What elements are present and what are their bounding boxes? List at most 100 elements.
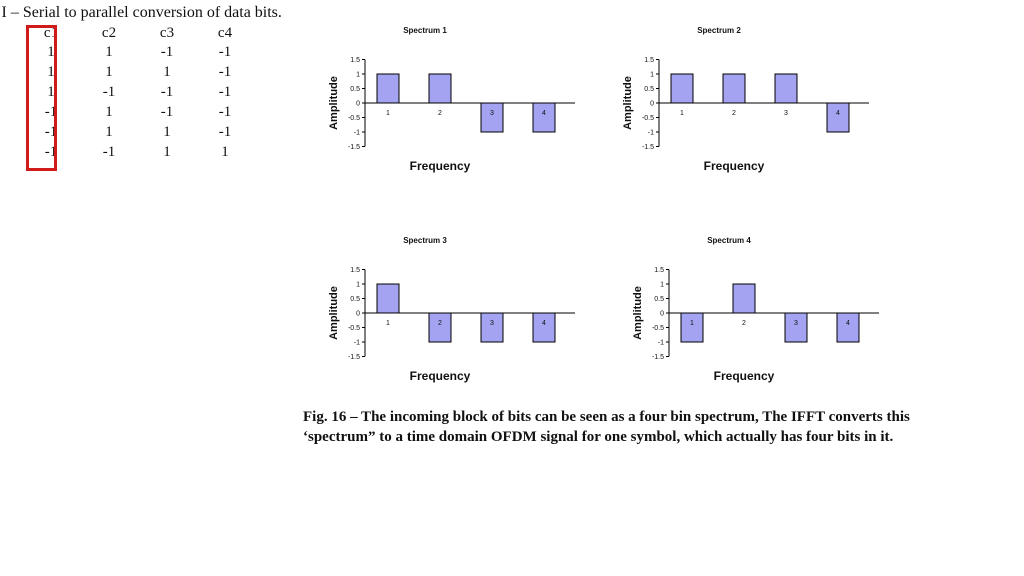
y-tick-label: -1 [648, 130, 654, 137]
table-cell: -1 [218, 64, 232, 80]
figure-caption-line-2: ‘spectrum” to a time domain OFDM signal … [303, 429, 894, 445]
chart-title: Spectrum 3 [403, 236, 447, 245]
x-tick-label: 4 [846, 320, 850, 327]
table-cell: -1 [160, 84, 174, 100]
x-tick-label: 2 [438, 110, 442, 117]
y-tick-label: -1 [658, 340, 664, 347]
x-tick-label: 4 [542, 320, 546, 327]
x-tick-label: 1 [386, 320, 390, 327]
x-tick-label: 3 [794, 320, 798, 327]
spectrum-chart-svg: Spectrum 4 1.5 1 0.5 0 -0.5 -1 -1.5 1 2 3 4 Frequenc… [632, 236, 879, 383]
y-tick-label: -1.5 [348, 144, 360, 151]
bar-3 [480, 102, 504, 133]
y-tick-label: 1.5 [644, 57, 654, 64]
x-axis-label: Frequency [704, 159, 765, 173]
table-cell: 1 [47, 44, 55, 60]
bar-2 [732, 283, 756, 314]
y-tick-label: 0.5 [350, 86, 360, 93]
spectrum-chart-svg: Spectrum 1 1.5 1 0.5 0 -0.5 -1 -1.5 1 2 3 4 Frequenc… [328, 26, 575, 173]
x-axis-label: Frequency [410, 369, 471, 383]
bar-4 [836, 312, 860, 343]
table-cell: -1 [102, 84, 116, 100]
y-tick-label: 0.5 [654, 296, 664, 303]
x-tick-label: 2 [438, 320, 442, 327]
y-tick-label: 0 [356, 101, 360, 108]
table-cell: 1 [47, 84, 55, 100]
bar-2 [722, 73, 746, 104]
bar-2 [428, 73, 452, 104]
bar-1 [376, 283, 400, 314]
table-row: 1 1 -1 -1 [22, 42, 254, 62]
x-tick-label: 4 [542, 110, 546, 117]
y-tick-label: 0.5 [644, 86, 654, 93]
table-cell: -1 [160, 44, 174, 60]
x-tick-label: 3 [784, 110, 788, 117]
y-tick-label: 1.5 [350, 267, 360, 274]
table-cell: -1 [218, 104, 232, 120]
spectrum-chart-svg: Spectrum 2 1.5 1 0.5 0 -0.5 -1 -1.5 1 2 3 4 Frequenc… [622, 26, 869, 173]
y-tick-label: -1.5 [652, 354, 664, 361]
chart-title: Spectrum 2 [697, 26, 741, 35]
x-axis-label: Frequency [714, 369, 775, 383]
y-tick-label: -0.5 [348, 325, 360, 332]
chart-title: Spectrum 4 [707, 236, 751, 245]
y-tick-label: 1.5 [654, 267, 664, 274]
y-tick-label: 0 [356, 311, 360, 318]
bar-4 [826, 102, 850, 133]
y-tick-label: -1.5 [642, 144, 654, 151]
x-tick-label: 1 [690, 320, 694, 327]
y-tick-label: 1 [650, 72, 654, 79]
table-cell: 1 [163, 144, 171, 160]
x-tick-label: 2 [732, 110, 736, 117]
bar-4 [532, 102, 556, 133]
table-cell: 1 [105, 44, 113, 60]
x-tick-label: 3 [490, 320, 494, 327]
spectrum-2-chart: Spectrum 2 1.5 1 0.5 0 -0.5 -1 -1.5 1 2 3 4 Frequenc… [614, 18, 884, 188]
table-cell: 1 [47, 64, 55, 80]
bar-1 [670, 73, 694, 104]
bar-2 [428, 312, 452, 343]
x-tick-label: 2 [742, 320, 746, 327]
table-header-row: c1 c2 c3 c4 [22, 24, 254, 42]
y-tick-label: -1 [354, 340, 360, 347]
y-tick-label: -1 [354, 130, 360, 137]
column-header-c3: c3 [159, 25, 175, 41]
column-header-c2: c2 [101, 25, 117, 41]
y-tick-label: 0 [650, 101, 654, 108]
table-cell: -1 [218, 84, 232, 100]
spectrum-1-chart: Spectrum 1 1.5 1 0.5 0 -0.5 -1 -1.5 1 2 3 4 Frequenc… [320, 18, 590, 188]
x-tick-label: 1 [386, 110, 390, 117]
table-cell: 1 [105, 64, 113, 80]
column-c1-highlight-box [26, 25, 57, 171]
data-bits-table: c1 c2 c3 c4 1 1 -1 -1 1 1 1 -1 1 -1 -1 -… [22, 24, 254, 162]
table-row: 1 1 1 -1 [22, 62, 254, 82]
chart-title: Spectrum 1 [403, 26, 447, 35]
table-cell: -1 [218, 124, 232, 140]
y-tick-label: 1 [356, 282, 360, 289]
table-cell: 1 [163, 64, 171, 80]
x-tick-label: 4 [836, 110, 840, 117]
bar-4 [532, 312, 556, 343]
y-axis-label: Amplitude [632, 286, 644, 340]
y-tick-label: 0 [660, 311, 664, 318]
y-axis-label: Amplitude [328, 76, 340, 130]
x-axis-label: Frequency [410, 159, 471, 173]
spectrum-3-chart: Spectrum 3 1.5 1 0.5 0 -0.5 -1 -1.5 1 2 3 4 Frequenc… [320, 228, 590, 398]
table-caption: le I – Serial to parallel conversion of … [0, 4, 282, 21]
bar-3 [784, 312, 808, 343]
y-tick-label: 1 [660, 282, 664, 289]
y-tick-label: 0.5 [350, 296, 360, 303]
y-tick-label: 1.5 [350, 57, 360, 64]
y-tick-label: 1 [356, 72, 360, 79]
figure-caption-line-1: Fig. 16 – The incoming block of bits can… [303, 409, 910, 425]
table-cell: 1 [105, 104, 113, 120]
y-tick-label: -0.5 [652, 325, 664, 332]
spectrum-chart-svg: Spectrum 3 1.5 1 0.5 0 -0.5 -1 -1.5 1 2 3 4 Frequenc… [328, 236, 575, 383]
bar-1 [680, 312, 704, 343]
x-tick-label: 1 [680, 110, 684, 117]
y-axis-label: Amplitude [328, 286, 340, 340]
figure-caption: Fig. 16 – The incoming block of bits can… [303, 407, 1003, 447]
table-cell: 1 [163, 124, 171, 140]
table-cell: -1 [218, 44, 232, 60]
table-cell: 1 [105, 124, 113, 140]
